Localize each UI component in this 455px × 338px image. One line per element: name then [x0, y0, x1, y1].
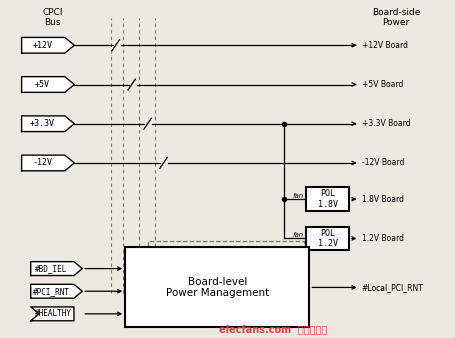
Polygon shape: [31, 284, 82, 298]
Polygon shape: [31, 307, 74, 321]
Text: #HEALTHY: #HEALTHY: [35, 309, 71, 318]
Text: 1.8V Board: 1.8V Board: [362, 195, 404, 204]
Text: +5V: +5V: [35, 80, 50, 89]
Text: #Local_PCI_RNT: #Local_PCI_RNT: [362, 283, 424, 292]
Text: CPCI
Bus: CPCI Bus: [42, 7, 63, 27]
Polygon shape: [22, 77, 74, 92]
FancyBboxPatch shape: [306, 187, 349, 211]
Text: POL
1.8V: POL 1.8V: [318, 190, 338, 209]
Text: +5V Board: +5V Board: [362, 80, 403, 89]
Polygon shape: [22, 38, 74, 53]
Text: +12V Board: +12V Board: [362, 41, 408, 50]
Text: -12V Board: -12V Board: [362, 159, 404, 167]
Text: Board-level
Power Management: Board-level Power Management: [166, 276, 269, 298]
Text: 1.2V Board: 1.2V Board: [362, 234, 404, 243]
Text: +3.3V Board: +3.3V Board: [362, 119, 410, 128]
Text: fan: fan: [293, 193, 304, 199]
Text: #BD_IEL: #BD_IEL: [35, 264, 68, 273]
Polygon shape: [31, 262, 82, 275]
Polygon shape: [22, 116, 74, 131]
Text: fan: fan: [293, 233, 304, 238]
FancyBboxPatch shape: [306, 227, 349, 250]
Text: +12V: +12V: [32, 41, 52, 50]
FancyBboxPatch shape: [125, 247, 309, 328]
Text: Board-side
Power: Board-side Power: [372, 7, 420, 27]
Text: #PCI_RNT: #PCI_RNT: [33, 287, 70, 296]
Text: -12V: -12V: [32, 159, 52, 167]
Text: POL
1.2V: POL 1.2V: [318, 229, 338, 248]
Text: elecfans.com  电子发烧友: elecfans.com 电子发烧友: [219, 324, 327, 335]
Polygon shape: [22, 155, 74, 171]
Text: +3.3V: +3.3V: [30, 119, 55, 128]
